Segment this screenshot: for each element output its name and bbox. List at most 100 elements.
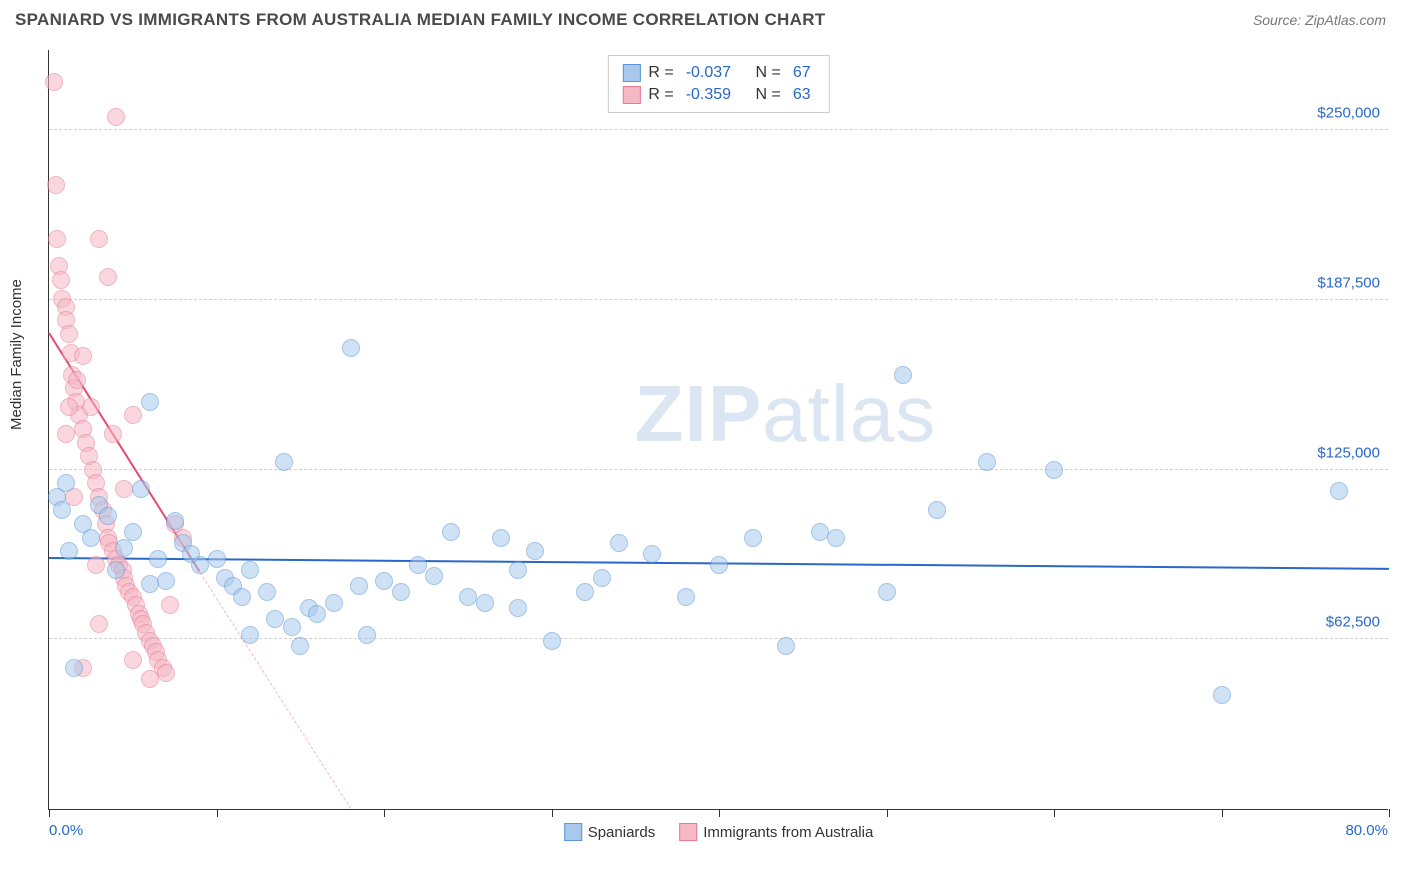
y-tick-label: $62,500 xyxy=(1326,614,1380,631)
scatter-point xyxy=(157,572,175,590)
x-tick xyxy=(384,809,385,817)
correlation-stats-box: R = -0.037 N = 67 R = -0.359 N = 63 xyxy=(607,55,829,113)
scatter-point xyxy=(677,588,695,606)
stats-row-series1: R = -0.037 N = 67 xyxy=(622,62,814,84)
scatter-point xyxy=(115,480,133,498)
scatter-point xyxy=(99,507,117,525)
scatter-point xyxy=(409,556,427,574)
scatter-point xyxy=(141,670,159,688)
scatter-point xyxy=(526,542,544,560)
y-tick-label: $125,000 xyxy=(1317,444,1380,461)
scatter-point xyxy=(115,539,133,557)
legend-item-series2: Immigrants from Australia xyxy=(679,823,873,841)
scatter-point xyxy=(107,561,125,579)
scatter-point xyxy=(894,366,912,384)
scatter-point xyxy=(241,626,259,644)
scatter-point xyxy=(241,561,259,579)
scatter-point xyxy=(978,453,996,471)
scatter-point xyxy=(1045,461,1063,479)
legend-label-series2: Immigrants from Australia xyxy=(703,824,873,841)
scatter-point xyxy=(57,425,75,443)
x-axis-max-label: 80.0% xyxy=(1345,822,1388,839)
scatter-point xyxy=(47,176,65,194)
scatter-point xyxy=(878,583,896,601)
scatter-point xyxy=(65,659,83,677)
scatter-point xyxy=(82,398,100,416)
gridline xyxy=(49,129,1388,130)
scatter-point xyxy=(308,605,326,623)
scatter-point xyxy=(291,637,309,655)
x-axis-min-label: 0.0% xyxy=(49,822,83,839)
scatter-point xyxy=(68,371,86,389)
scatter-point xyxy=(476,594,494,612)
scatter-point xyxy=(141,575,159,593)
scatter-point xyxy=(325,594,343,612)
plot-area: ZIPatlas R = -0.037 N = 67 R = -0.359 N … xyxy=(48,50,1388,810)
scatter-point xyxy=(233,588,251,606)
scatter-point xyxy=(509,561,527,579)
scatter-point xyxy=(104,425,122,443)
scatter-point xyxy=(74,347,92,365)
scatter-point xyxy=(811,523,829,541)
scatter-point xyxy=(593,569,611,587)
scatter-point xyxy=(124,651,142,669)
scatter-point xyxy=(124,523,142,541)
legend-swatch-series2 xyxy=(679,823,697,841)
scatter-point xyxy=(275,453,293,471)
swatch-series2 xyxy=(622,86,640,104)
scatter-point xyxy=(425,567,443,585)
legend: Spaniards Immigrants from Australia xyxy=(564,823,874,841)
scatter-point xyxy=(53,501,71,519)
scatter-point xyxy=(827,529,845,547)
scatter-point xyxy=(258,583,276,601)
scatter-point xyxy=(182,545,200,563)
scatter-point xyxy=(459,588,477,606)
scatter-point xyxy=(57,474,75,492)
stats-row-series2: R = -0.359 N = 63 xyxy=(622,84,814,106)
scatter-point xyxy=(492,529,510,547)
scatter-point xyxy=(710,556,728,574)
scatter-point xyxy=(48,230,66,248)
scatter-point xyxy=(375,572,393,590)
scatter-point xyxy=(928,501,946,519)
scatter-point xyxy=(99,268,117,286)
scatter-point xyxy=(208,550,226,568)
scatter-point xyxy=(60,398,78,416)
legend-label-series1: Spaniards xyxy=(588,824,656,841)
scatter-point xyxy=(124,406,142,424)
legend-item-series1: Spaniards xyxy=(564,823,656,841)
scatter-point xyxy=(90,230,108,248)
swatch-series1 xyxy=(622,64,640,82)
scatter-point xyxy=(90,615,108,633)
chart-header: SPANIARD VS IMMIGRANTS FROM AUSTRALIA ME… xyxy=(0,0,1406,35)
scatter-point xyxy=(149,550,167,568)
scatter-point xyxy=(350,577,368,595)
gridline xyxy=(49,299,1388,300)
x-tick xyxy=(552,809,553,817)
x-tick xyxy=(1222,809,1223,817)
scatter-point xyxy=(161,596,179,614)
scatter-point xyxy=(266,610,284,628)
scatter-point xyxy=(392,583,410,601)
scatter-point xyxy=(166,512,184,530)
chart-title: SPANIARD VS IMMIGRANTS FROM AUSTRALIA ME… xyxy=(15,10,825,30)
scatter-point xyxy=(132,480,150,498)
scatter-point xyxy=(509,599,527,617)
scatter-point xyxy=(576,583,594,601)
y-tick-label: $250,000 xyxy=(1317,105,1380,122)
scatter-point xyxy=(777,637,795,655)
gridline xyxy=(49,469,1388,470)
scatter-point xyxy=(283,618,301,636)
legend-swatch-series1 xyxy=(564,823,582,841)
scatter-point xyxy=(358,626,376,644)
x-tick xyxy=(719,809,720,817)
scatter-point xyxy=(442,523,460,541)
scatter-point xyxy=(107,108,125,126)
y-axis-label: Median Family Income xyxy=(8,279,25,430)
scatter-point xyxy=(157,664,175,682)
x-tick xyxy=(887,809,888,817)
x-tick xyxy=(217,809,218,817)
scatter-point xyxy=(543,632,561,650)
chart-source: Source: ZipAtlas.com xyxy=(1253,12,1386,28)
scatter-point xyxy=(610,534,628,552)
